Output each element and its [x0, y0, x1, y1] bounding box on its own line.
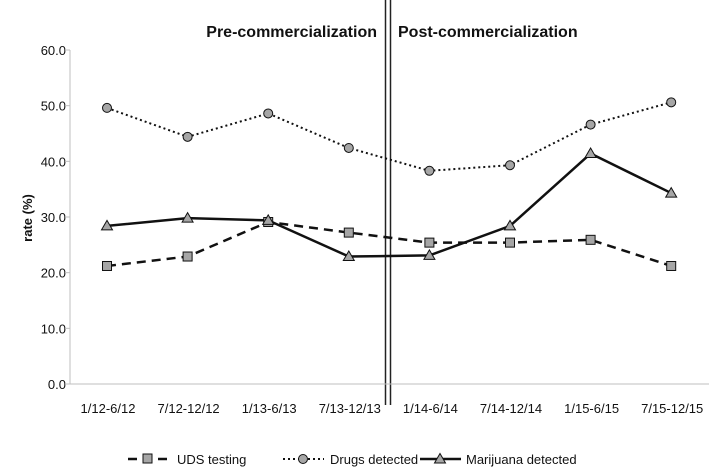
- period-divider: [384, 0, 392, 405]
- data-point-drugs-detected: [343, 142, 354, 153]
- legend-label: Marijuana detected: [466, 452, 577, 467]
- data-point-drugs-detected: [585, 119, 596, 130]
- data-point-marijuana-detected: [584, 147, 597, 159]
- pre-commercialization-label: Pre-commercialization: [206, 24, 377, 41]
- x-tick-label: 1/15-6/15: [564, 401, 619, 416]
- y-tick-label: 0.0: [48, 377, 66, 392]
- data-point-uds-testing: [424, 237, 435, 248]
- series-line-uds-testing: [106, 220, 672, 268]
- data-point-drugs-detected: [263, 108, 274, 119]
- legend-item-drugs-detected: Drugs detected: [283, 452, 418, 467]
- y-tick-label: 10.0: [41, 321, 66, 336]
- data-point-marijuana-detected: [664, 186, 678, 198]
- data-point-uds-testing: [182, 251, 193, 262]
- legend-item-uds-testing: UDS testing: [128, 452, 246, 467]
- data-point-uds-testing: [343, 227, 354, 238]
- legend: UDS testing Drugs detected Marijuana det…: [128, 452, 577, 467]
- y-tick-label: 60.0: [41, 43, 66, 58]
- x-tick-label: 7/14-12/14: [480, 401, 542, 416]
- data-point-uds-testing: [666, 260, 677, 271]
- x-tick-label: 1/13-6/13: [242, 401, 297, 416]
- series-lines: [106, 101, 672, 268]
- y-tick-label: 50.0: [41, 99, 66, 114]
- y-tick-label: 30.0: [41, 210, 66, 225]
- square-marker-icon: [142, 453, 153, 464]
- y-tick-label: 20.0: [41, 266, 66, 281]
- x-tick-labels: 1/12-6/12 7/12-12/12 1/13-6/13 7/13-12/1…: [81, 401, 704, 416]
- legend-label: Drugs detected: [330, 452, 418, 467]
- data-point-drugs-detected: [666, 97, 677, 108]
- data-point-marijuana-detected: [100, 219, 114, 231]
- data-point-marijuana-detected: [503, 219, 517, 231]
- triangle-marker-icon: [433, 452, 447, 464]
- data-point-drugs-detected: [102, 102, 112, 113]
- x-tick-label: 7/15-12/15: [641, 401, 703, 416]
- y-tick-labels: 0.0 10.0 20.0 30.0 40.0 50.0 60.0: [41, 43, 66, 392]
- x-tick-label: 1/12-6/12: [81, 401, 136, 416]
- x-tick-label: 1/14-6/14: [403, 401, 458, 416]
- data-point-marijuana-detected: [261, 213, 275, 225]
- data-point-marijuana-detected: [342, 250, 356, 262]
- post-commercialization-label: Post-commercialization: [398, 24, 578, 41]
- axes: [65, 49, 709, 385]
- data-point-marijuana-detected: [181, 211, 194, 223]
- data-point-drugs-detected: [182, 131, 193, 142]
- data-point-drugs-detected: [424, 165, 435, 176]
- circle-marker-icon: [298, 454, 308, 464]
- x-tick-label: 7/13-12/13: [319, 401, 381, 416]
- data-point-drugs-detected: [505, 160, 515, 171]
- legend-item-marijuana-detected: Marijuana detected: [420, 452, 577, 467]
- data-point-uds-testing: [585, 234, 596, 245]
- x-tick-label: 7/12-12/12: [158, 401, 220, 416]
- data-point-uds-testing: [505, 237, 515, 248]
- y-axis-label: rate (%): [20, 194, 35, 242]
- series-line-marijuana-detected: [106, 152, 672, 258]
- series-markers: [100, 97, 678, 271]
- legend-label: UDS testing: [177, 452, 246, 467]
- data-point-marijuana-detected: [423, 248, 436, 260]
- data-point-uds-testing: [102, 260, 112, 271]
- y-tick-label: 40.0: [41, 154, 66, 169]
